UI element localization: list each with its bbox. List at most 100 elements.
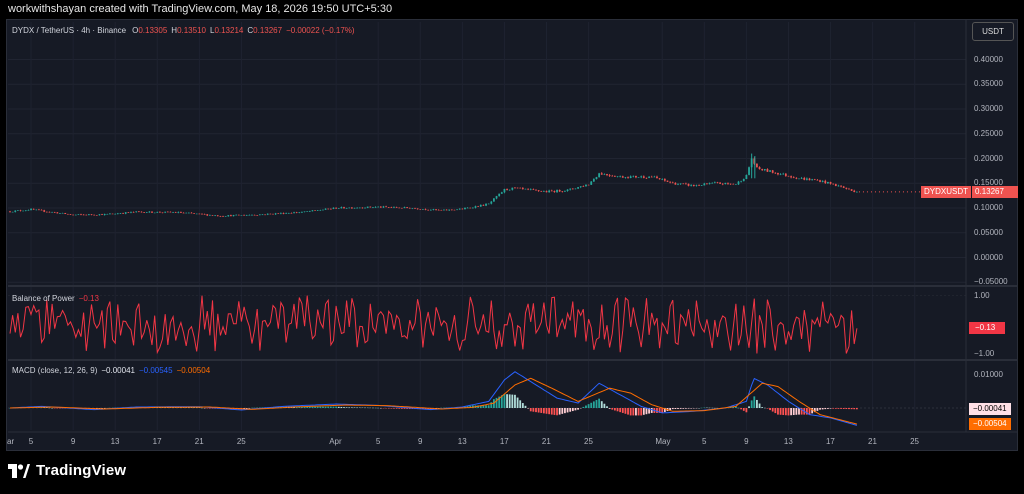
x-tick-label: May <box>655 437 671 446</box>
macd-hist-bar <box>740 408 743 410</box>
candle <box>337 208 340 209</box>
candle <box>287 212 290 214</box>
macd-hist-bar <box>519 400 522 408</box>
macd-hist-bar <box>324 406 327 408</box>
candle <box>642 175 645 179</box>
candle <box>80 213 82 216</box>
tradingview-logo-text: TradingView <box>36 462 127 479</box>
candle <box>824 179 827 184</box>
candle <box>550 189 553 192</box>
candle <box>122 212 124 215</box>
macd-hist-bar <box>577 408 579 410</box>
y-tick-label: 0.20000 <box>974 153 1003 163</box>
x-tick-label: 13 <box>457 437 467 446</box>
candle <box>758 166 761 170</box>
y-tick-label: 0.35000 <box>974 79 1003 89</box>
candles[interactable] <box>9 153 858 217</box>
y-tick-label: −0.05000 <box>974 277 1008 287</box>
macd-hist-bar <box>98 408 101 409</box>
macd-hist-bar <box>621 408 624 413</box>
macd-hist-bar <box>855 408 858 410</box>
x-tick-label: 25 <box>236 437 246 446</box>
candle <box>458 208 461 210</box>
candle <box>477 205 480 207</box>
candle <box>308 210 311 213</box>
candle <box>521 187 524 190</box>
candle <box>795 177 798 180</box>
candle <box>677 183 679 186</box>
macd-hist-bar <box>485 405 487 408</box>
candle <box>66 213 69 215</box>
candle <box>45 211 48 213</box>
candle <box>558 189 561 193</box>
candle <box>448 209 451 212</box>
candle <box>716 181 719 184</box>
bop-legend[interactable]: Balance of Power −0.13 <box>12 294 99 304</box>
candle <box>435 209 437 211</box>
macd-hist-badge: −0.00041 <box>969 403 1011 415</box>
candle <box>206 214 209 217</box>
candle <box>819 179 821 183</box>
candle <box>385 205 387 208</box>
candle <box>500 191 503 194</box>
candle <box>266 213 269 216</box>
candle <box>698 184 700 186</box>
candle <box>827 181 829 185</box>
candle <box>632 175 635 178</box>
candle <box>253 214 256 216</box>
candle <box>798 178 800 180</box>
chart-frame[interactable] <box>6 19 1018 451</box>
candle <box>808 177 811 181</box>
candle <box>482 204 485 206</box>
x-tick-label: 5 <box>375 437 381 446</box>
candle <box>211 215 214 216</box>
main-legend[interactable]: DYDX / TetherUS · 4h · Binance O0.13305 H0… <box>12 26 355 36</box>
candle <box>69 214 72 215</box>
candle <box>437 209 440 211</box>
currency-button[interactable]: USDT <box>972 22 1014 41</box>
candle <box>487 203 490 205</box>
macd-hist-bar <box>635 408 637 416</box>
macd-hist-bar <box>761 407 764 408</box>
candle <box>14 210 17 213</box>
macd-hist-bar <box>511 394 514 408</box>
candle <box>848 187 850 190</box>
tradingview-logo[interactable]: TradingView <box>8 462 126 479</box>
macd-legend[interactable]: MACD (close, 12, 26, 9) −0.00041 −0.00545−… <box>12 366 210 376</box>
candle <box>243 214 245 216</box>
macd-hist-bar <box>540 408 543 413</box>
macd-hist-bar <box>406 408 409 409</box>
legend-open-label: O <box>132 26 139 35</box>
candle <box>490 200 493 205</box>
candle <box>258 214 261 216</box>
candle <box>703 182 706 186</box>
macd-hist-bar <box>674 408 677 410</box>
candle <box>85 214 88 216</box>
macd-hist-bar <box>395 408 398 409</box>
x-tick-label: Apr <box>329 437 342 446</box>
macd-hist-bar <box>632 408 635 416</box>
macd-hist-bar <box>853 408 856 410</box>
candle <box>658 178 661 180</box>
macd-hist-bar <box>564 408 566 414</box>
macd-hist-bar <box>424 408 427 410</box>
candle <box>64 212 67 215</box>
candle <box>379 206 382 208</box>
macd-hist-bar <box>561 408 564 414</box>
macd-hist-bar <box>608 408 611 409</box>
candle <box>464 207 466 210</box>
x-tick-label: 13 <box>783 437 793 446</box>
candle <box>322 209 324 211</box>
candle <box>650 175 653 178</box>
candle <box>251 214 253 216</box>
macd-hist-bar <box>340 406 343 408</box>
macd-hist-bar <box>548 408 551 415</box>
candle <box>298 212 301 214</box>
candle <box>606 173 608 177</box>
macd-hist-bar <box>500 395 503 408</box>
candle <box>245 214 248 216</box>
candle <box>422 209 424 210</box>
candle <box>261 214 264 216</box>
macd-hist-bar <box>792 408 795 416</box>
